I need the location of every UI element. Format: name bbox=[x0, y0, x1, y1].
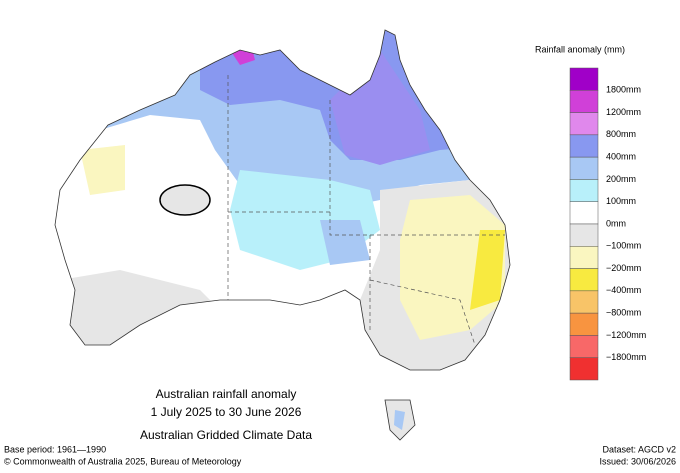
issued: Issued: 30/06/2026 bbox=[599, 456, 676, 466]
coastline bbox=[54, 29, 511, 371]
legend-label: −1200mm bbox=[606, 330, 646, 340]
legend-label: −1800mm bbox=[606, 352, 646, 362]
legend-label: −800mm bbox=[606, 308, 641, 318]
legend-swatch bbox=[569, 201, 599, 225]
legend-label: 0mm bbox=[606, 218, 626, 228]
anomaly-regions bbox=[60, 30, 510, 370]
copyright: © Commonwealth of Australia 2025, Bureau… bbox=[4, 456, 242, 466]
legend: 1800mm 1200mm 800mm 400mm 200mm 100mm 0mm −100m… bbox=[569, 67, 646, 381]
legend-swatch bbox=[569, 312, 599, 336]
legend-label: −400mm bbox=[606, 285, 641, 295]
legend-swatch bbox=[569, 246, 599, 269]
caption-period: 1 July 2025 to 30 June 2026 bbox=[151, 405, 302, 419]
legend-label: 400mm bbox=[606, 152, 636, 162]
legend-swatch bbox=[569, 90, 599, 113]
tasmania-region bbox=[394, 410, 405, 430]
legend-swatch bbox=[569, 112, 599, 136]
legend-swatch bbox=[569, 335, 599, 358]
legend-swatch bbox=[569, 357, 599, 381]
legend-swatch bbox=[569, 67, 599, 91]
legend-swatch bbox=[569, 290, 599, 314]
legend-title: Rainfall anomaly (mm) bbox=[535, 44, 625, 54]
legend-label: 800mm bbox=[606, 129, 636, 139]
legend-swatch bbox=[569, 268, 599, 292]
legend-swatch bbox=[569, 156, 599, 180]
legend-label: −200mm bbox=[606, 263, 641, 273]
legend-swatch bbox=[569, 223, 599, 247]
legend-label: 200mm bbox=[606, 174, 636, 184]
state-borders bbox=[227, 75, 505, 346]
base-period: Base period: 1961—1990 bbox=[4, 444, 106, 454]
dataset: Dataset: AGCD v2 bbox=[602, 444, 676, 454]
legend-label: 1800mm bbox=[606, 85, 641, 95]
caption-title: Australian rainfall anomaly bbox=[156, 387, 297, 401]
legend-swatch bbox=[569, 179, 599, 202]
legend-label: −100mm bbox=[606, 241, 641, 251]
legend-label: 1200mm bbox=[606, 107, 641, 117]
legend-swatch bbox=[569, 134, 599, 158]
caption-source: Australian Gridded Climate Data bbox=[140, 428, 312, 442]
legend-label: 100mm bbox=[606, 196, 636, 206]
